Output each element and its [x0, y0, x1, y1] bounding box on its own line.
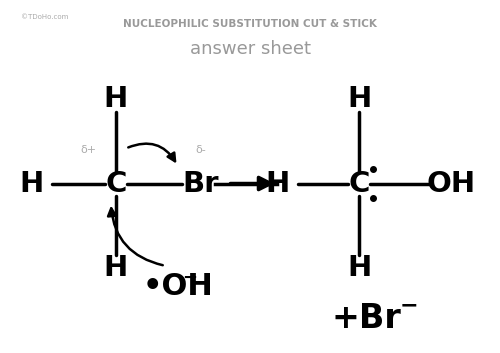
Text: δ+: δ+ — [80, 145, 96, 155]
Text: answer sheet: answer sheet — [190, 40, 310, 58]
Text: −: − — [400, 295, 418, 315]
Text: δ-: δ- — [195, 145, 205, 155]
Text: −: − — [182, 269, 197, 287]
Text: H: H — [348, 85, 372, 113]
Text: H: H — [104, 253, 128, 282]
Text: +Br: +Br — [332, 302, 402, 335]
Text: C: C — [105, 169, 126, 198]
Text: •OH: •OH — [143, 272, 214, 301]
Text: ©TDoHo.com: ©TDoHo.com — [22, 14, 68, 20]
Text: C: C — [348, 169, 370, 198]
Text: H: H — [265, 169, 289, 198]
Text: H: H — [104, 85, 128, 113]
Text: H: H — [19, 169, 44, 198]
Text: NUCLEOPHILIC SUBSTITUTION CUT & STICK: NUCLEOPHILIC SUBSTITUTION CUT & STICK — [123, 19, 377, 29]
Text: OH: OH — [427, 169, 476, 198]
Text: H: H — [348, 253, 372, 282]
Text: Br: Br — [182, 169, 218, 198]
